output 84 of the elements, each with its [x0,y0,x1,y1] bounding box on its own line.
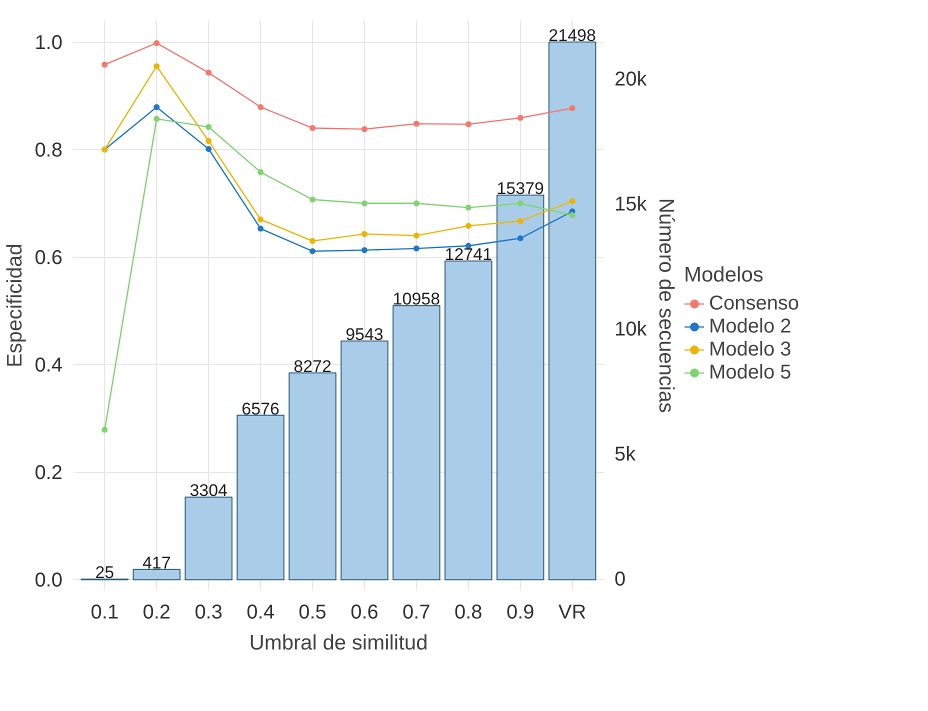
point [154,104,160,110]
point [206,146,212,152]
bar [184,496,232,580]
point [102,62,108,68]
point [206,124,212,130]
point [258,169,264,176]
point [310,248,316,254]
point [569,212,576,218]
data-label: 8272 [294,356,332,376]
data-label: 9543 [346,325,384,344]
y2-tick-label: 0 [614,568,626,591]
legend-label: Modelo 3 [709,338,792,361]
x-tick-label: 0.7 [402,602,430,624]
y2-tick-label: 20k [614,68,648,90]
x-tick-label: 0.6 [350,602,378,624]
bar [340,340,388,580]
point [569,198,576,204]
data-label: 21498 [548,26,596,46]
point [413,246,420,252]
x-tick-label: 0.8 [454,602,482,624]
data-label: 3304 [190,481,228,500]
point [465,204,472,211]
point [310,196,316,203]
legend-label: Modelo 2 [709,315,792,338]
y-tick-label: 0.6 [34,247,63,270]
bar [392,305,440,580]
y2-tick-label: 15k [614,194,648,216]
point [154,40,160,46]
y-tick-label: 0.4 [34,354,63,377]
point [361,126,368,132]
point [517,235,524,242]
point [517,114,524,121]
point [258,216,264,222]
y-axis-title: Especificidad [4,244,27,368]
point [361,200,368,206]
bar [496,194,544,580]
point [258,226,264,232]
point [413,232,420,239]
y-tick-label: 0.0 [34,570,63,592]
bar [288,372,336,580]
data-label: 417 [142,553,171,572]
y-tick-label: 0.8 [34,140,63,162]
x-tick-label: 0.5 [298,602,326,624]
point [102,426,108,433]
point [361,247,368,254]
bar [548,42,596,580]
point [413,200,420,206]
y-tick-label: 0.2 [34,462,63,484]
point [154,116,160,122]
x-tick-label: 0.9 [506,602,534,624]
y2-axis-title: Número de secuencias [654,198,678,413]
x-tick-label: 0.1 [90,602,119,624]
bar [236,414,284,580]
data-label: 25 [95,563,114,582]
bar [444,260,492,580]
x-tick-label: 0.3 [194,602,223,624]
point [465,222,472,229]
point [569,105,576,112]
legend-label: Consenso [709,292,800,315]
point [465,121,472,128]
data-label: 12741 [444,245,492,264]
y-tick-label: 1.0 [34,32,63,54]
point [310,238,316,244]
data-label: 6576 [242,399,280,418]
data-label: 10958 [392,290,440,309]
x-tick-label: 0.4 [246,602,274,624]
y2-tick-label: 5k [614,444,637,466]
bar [132,568,181,580]
x-axis-title: Umbral de similitud [249,632,428,654]
point [206,70,212,76]
y2-tick-label: 10k [614,318,648,341]
point [517,218,524,224]
data-label: 15379 [496,179,544,198]
point [154,63,160,70]
point [206,138,212,144]
point [310,125,316,132]
point [258,104,264,110]
point [413,120,420,127]
legend-title: Modelos [684,263,764,287]
point [517,200,524,206]
legend-label: Modelo 5 [709,361,792,384]
x-tick-label: VR [558,602,586,624]
x-tick-label: 0.2 [142,602,171,624]
point [361,230,368,237]
